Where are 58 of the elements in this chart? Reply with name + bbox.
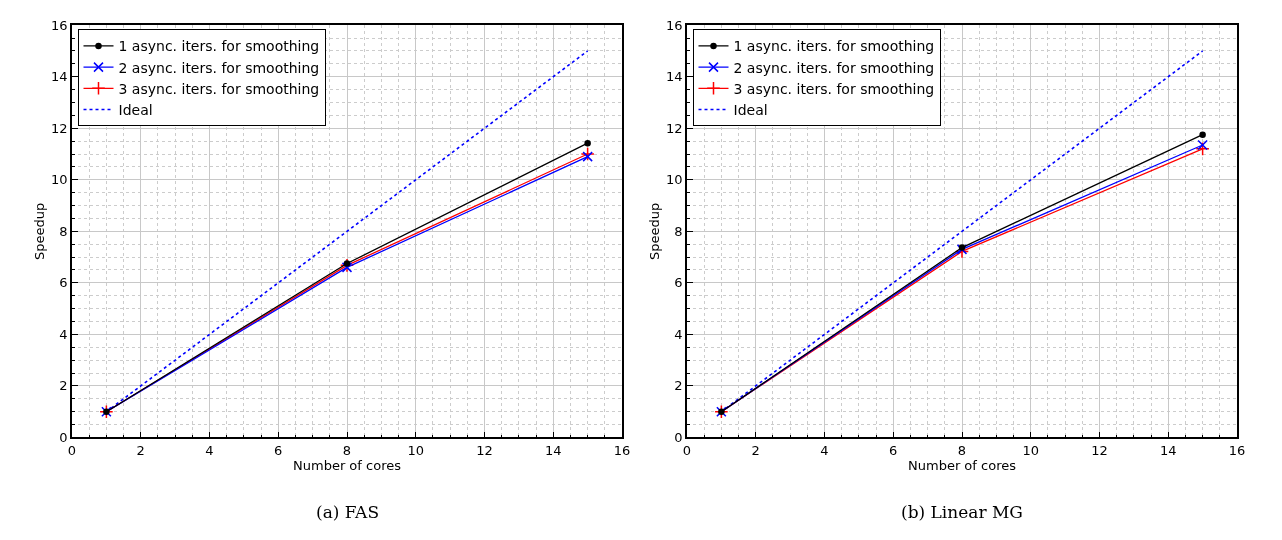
point (580, 146, 595, 162)
x-tick-label: 12 (476, 442, 493, 458)
legend-label: 2 async. iters. for smoothing (733, 59, 935, 76)
legend-label: 1 async. iters. for smoothing (118, 38, 320, 55)
y-tick-label: 4 (59, 326, 68, 342)
point (1199, 131, 1206, 138)
y-tick-label: 10 (666, 172, 683, 188)
y-tick-label: 12 (51, 120, 68, 136)
y-tick-label: 6 (59, 275, 68, 291)
x-tick-label: 8 (342, 442, 352, 458)
point (341, 262, 353, 273)
x-tick-label: 12 (1091, 442, 1108, 458)
y-tick-label: 14 (666, 69, 683, 85)
y-tick-label: 12 (666, 120, 683, 136)
x-tick-label: 10 (407, 442, 425, 458)
legend-label: Ideal (118, 101, 153, 118)
y-tick-label: 8 (59, 223, 68, 239)
legend-label: Ideal (733, 101, 768, 118)
point (958, 244, 966, 251)
x-tick-label: 10 (1022, 442, 1040, 458)
y-tick-label: 16 (51, 17, 68, 33)
text: (b) Linear MG (901, 502, 1023, 522)
y-tick-label: 4 (674, 326, 683, 342)
text: (a) FAS (316, 502, 380, 522)
legend-label: 3 async. iters. for smoothing (118, 80, 320, 97)
point (582, 151, 593, 162)
y-tick-label: 16 (666, 17, 683, 33)
y-axis-title: Speedup (646, 202, 662, 260)
point (1195, 141, 1210, 156)
point (343, 260, 351, 267)
point (956, 244, 968, 255)
y-tick-label: 10 (51, 172, 68, 188)
legend-label: 2 async. iters. for smoothing (118, 59, 320, 76)
x-tick-label: 6 (889, 442, 898, 458)
y-tick-label: 14 (51, 69, 68, 85)
legend-label: 1 async. iters. for smoothing (733, 38, 935, 55)
point (1197, 139, 1208, 151)
y-tick-label: 0 (674, 430, 683, 446)
x-tick-label: 14 (544, 442, 562, 458)
y-tick-label: 8 (674, 223, 683, 239)
y-tick-label: 6 (674, 275, 683, 291)
x-tick-label: 16 (1228, 442, 1246, 458)
y-tick-label: 2 (674, 378, 683, 394)
x-tick-label: 4 (820, 442, 829, 458)
x-axis-title: Number of cores (293, 457, 402, 473)
x-tick-label: 2 (136, 442, 145, 458)
x-tick-label: 16 (613, 442, 631, 458)
x-tick-label: 6 (274, 442, 283, 458)
x-tick-label: 14 (1159, 442, 1177, 458)
x-tick-label: 4 (205, 442, 214, 458)
x-axis-title: Number of cores (908, 457, 1017, 473)
y-axis-title: Speedup (31, 202, 47, 260)
y-tick-label: 2 (59, 378, 68, 394)
point (584, 139, 591, 147)
x-tick-label: 2 (751, 442, 760, 458)
legend-label: 3 async. iters. for smoothing (733, 80, 935, 97)
y-tick-label: 0 (59, 430, 68, 446)
x-tick-label: 8 (957, 442, 967, 458)
